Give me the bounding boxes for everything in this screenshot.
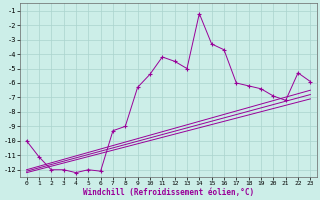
X-axis label: Windchill (Refroidissement éolien,°C): Windchill (Refroidissement éolien,°C) [83, 188, 254, 197]
